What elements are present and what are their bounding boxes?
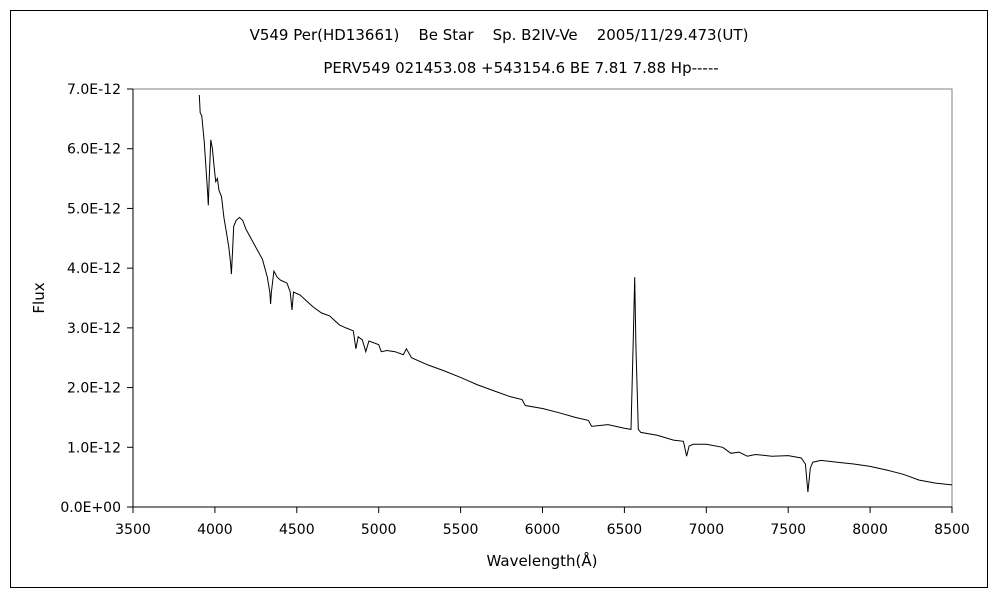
y-tick-label: 7.0E-12 bbox=[67, 82, 121, 98]
x-tick-label: 8500 bbox=[934, 522, 970, 538]
chart-subtitle: PERV549 021453.08 +543154.6 BE 7.81 7.88… bbox=[323, 59, 718, 77]
x-tick-label: 8000 bbox=[852, 522, 888, 538]
x-tick-label: 7500 bbox=[770, 522, 806, 538]
chart-title: V549 Per(HD13661) Be Star Sp. B2IV-Ve 20… bbox=[250, 26, 749, 44]
plot-area bbox=[132, 88, 953, 508]
chart-frame bbox=[10, 10, 988, 588]
x-tick-label: 6000 bbox=[525, 522, 561, 538]
flux-series-line bbox=[198, 94, 953, 493]
x-tick-label: 6500 bbox=[607, 522, 643, 538]
y-tick-label: 3.0E-12 bbox=[67, 321, 121, 337]
x-tick-label: 5000 bbox=[361, 522, 397, 538]
y-tick-label: 2.0E-12 bbox=[67, 381, 121, 397]
y-tick-label: 6.0E-12 bbox=[67, 142, 121, 158]
x-tick-label: 3500 bbox=[115, 522, 151, 538]
y-axis-label: Flux bbox=[30, 282, 48, 313]
y-tick-label: 0.0E+00 bbox=[60, 500, 121, 516]
y-axis-ticks: 0.0E+00 1.0E-12 2.0E-12 3.0E-12 4.0E-12 5.0E-… bbox=[60, 82, 133, 516]
x-tick-label: 5500 bbox=[443, 522, 479, 538]
y-tick-label: 5.0E-12 bbox=[67, 201, 121, 217]
x-tick-label: 7000 bbox=[688, 522, 724, 538]
x-tick-label: 4000 bbox=[197, 522, 233, 538]
x-tick-label: 4500 bbox=[279, 522, 315, 538]
x-axis-label: Wavelength(Å) bbox=[487, 551, 598, 570]
x-axis-ticks: 3500 4000 4500 5000 5500 6000 6500 7000 7500 8000… bbox=[115, 507, 970, 538]
y-tick-label: 1.0E-12 bbox=[67, 440, 121, 456]
y-tick-label: 4.0E-12 bbox=[67, 261, 121, 277]
